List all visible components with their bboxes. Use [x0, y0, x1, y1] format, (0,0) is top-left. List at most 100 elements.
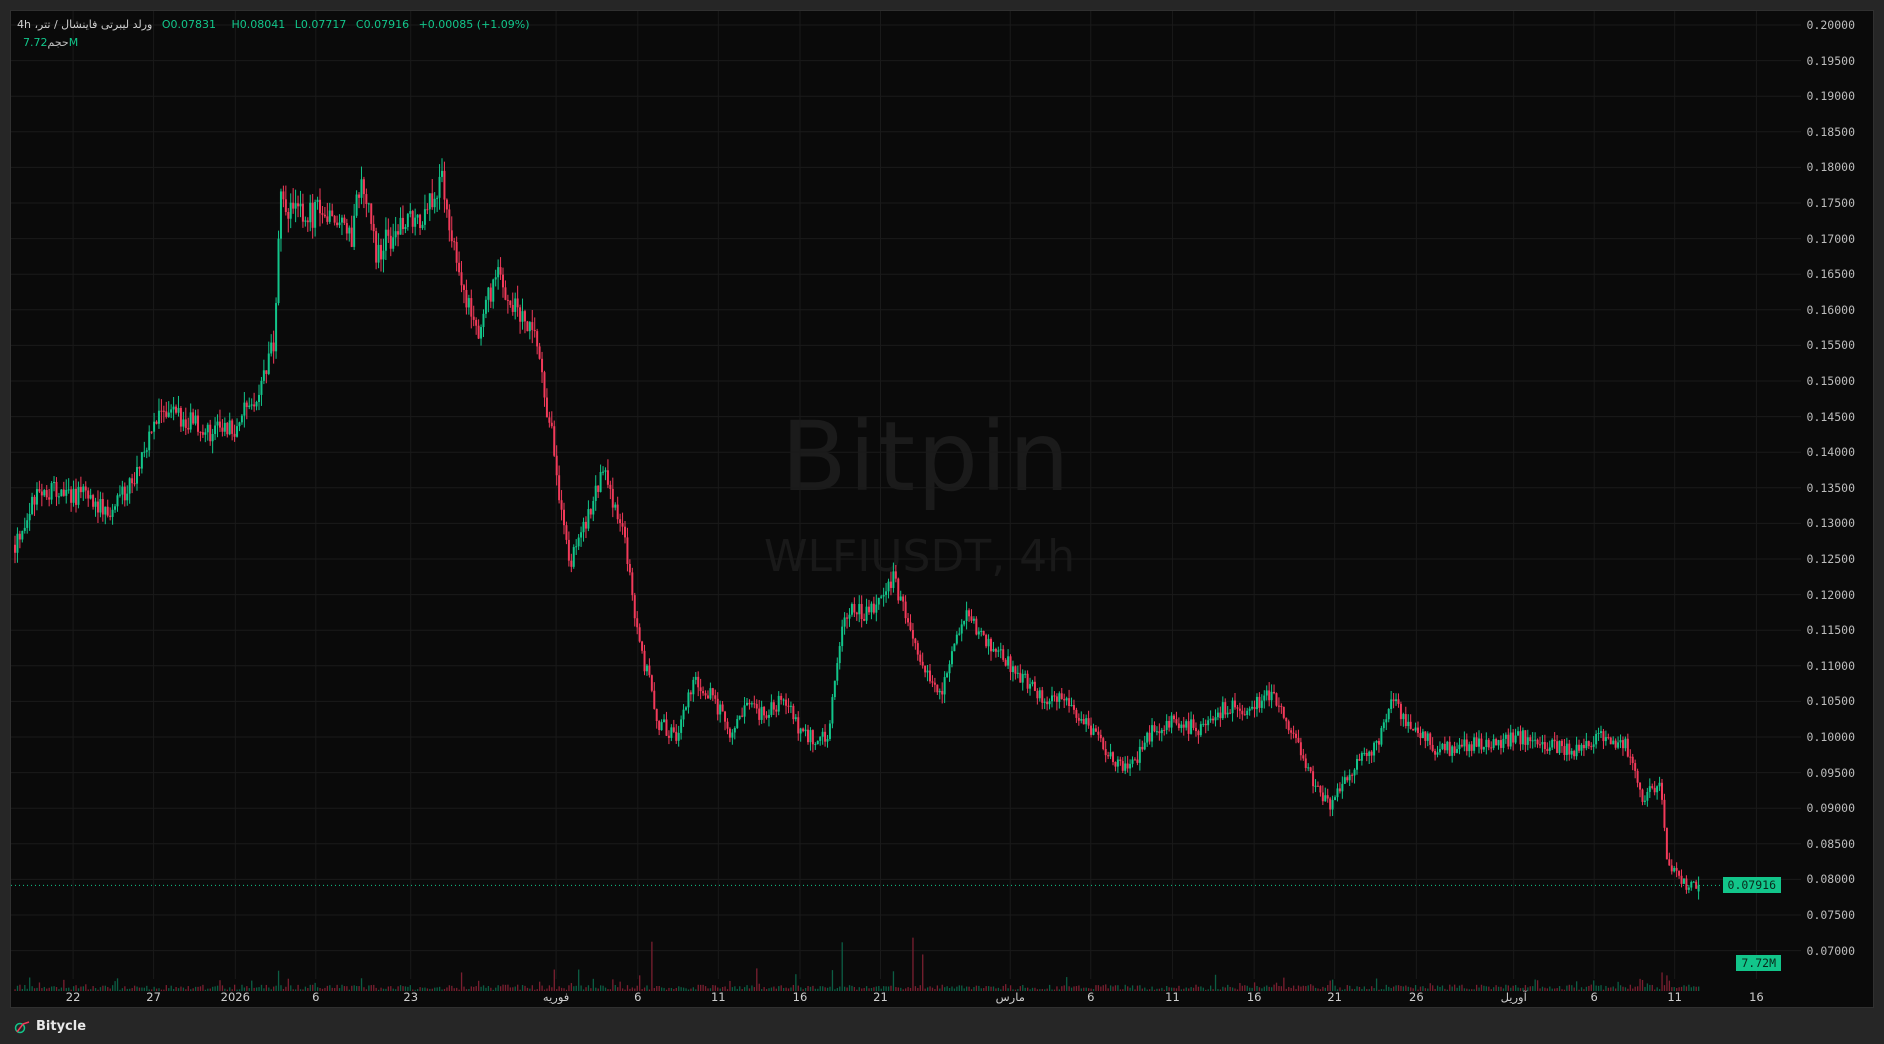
candle-body [1229, 712, 1232, 714]
volume-bar [1195, 984, 1197, 991]
volume-bar [624, 989, 626, 991]
candle-body [1163, 729, 1166, 731]
candle-body [787, 705, 790, 707]
price-tick-label: 0.16500 [1806, 267, 1855, 282]
time-tick-label: 11 [1165, 990, 1180, 1004]
price-tick-label: 0.08500 [1806, 836, 1855, 851]
volume-bar [565, 989, 568, 991]
volume-bar [1668, 980, 1671, 991]
candle-body [1358, 759, 1361, 761]
volume-bar [1532, 986, 1534, 991]
price-tick-label: 0.14500 [1806, 409, 1855, 424]
volume-bar [543, 989, 546, 991]
candle-body [118, 494, 121, 496]
candlestick-chart[interactable] [11, 11, 1874, 1008]
candle-body [1173, 715, 1175, 720]
volume-bar [824, 987, 826, 991]
volume-bar [99, 987, 102, 991]
candle-body [38, 489, 41, 492]
volume-bar [451, 985, 453, 991]
candle-body [1041, 690, 1044, 703]
volume-bar [153, 986, 155, 991]
volume-bar [1576, 981, 1578, 991]
candle-body [472, 316, 475, 320]
candle-body [1453, 746, 1456, 753]
candle-body [458, 262, 461, 273]
volume-bar [865, 986, 868, 991]
candle-body [1375, 740, 1378, 743]
chart-panel[interactable]: Bitpin WLFIUSDT, 4h ورلد لیبرتی فاینشال … [10, 10, 1874, 1008]
volume-bar [204, 989, 207, 991]
candle-body [153, 421, 156, 432]
candle-body [109, 515, 112, 517]
volume-bar [1519, 988, 1522, 991]
volume-bar [495, 987, 497, 991]
volume-bar [717, 987, 719, 991]
volume-bar [1495, 985, 1497, 991]
volume-bar [421, 987, 424, 991]
volume-bar [507, 984, 509, 991]
candle-body [1470, 744, 1473, 751]
brand-logo[interactable]: Bitycle [14, 1019, 86, 1034]
candle-body [1548, 747, 1551, 752]
candle-body [497, 267, 500, 278]
candle-body [345, 223, 348, 234]
candle-body [1275, 693, 1278, 706]
volume-bar [143, 987, 146, 991]
volume-bar [341, 984, 343, 991]
volume-bar [980, 988, 982, 991]
candle-body [314, 201, 317, 228]
candle-body [1299, 742, 1302, 756]
candle-body [1412, 728, 1415, 731]
time-tick-label: 16 [1749, 990, 1764, 1004]
volume-bar [1368, 989, 1370, 991]
candle-body [1255, 696, 1258, 710]
candle-body [1443, 743, 1446, 751]
candle-body [1636, 770, 1639, 783]
candle-body [484, 299, 487, 314]
candle-body [1236, 707, 1239, 709]
candle-body [1146, 732, 1149, 743]
volume-bar [604, 987, 607, 991]
volume-bar [109, 988, 111, 991]
candle-body [421, 224, 424, 229]
candle-body [1604, 737, 1607, 742]
candle-body [204, 432, 207, 435]
candle-body [1058, 693, 1061, 702]
candle-body [941, 690, 944, 695]
volume-bar [1000, 989, 1002, 991]
volume-bar [1173, 987, 1175, 991]
candle-body [1119, 759, 1122, 762]
candle-body [1534, 739, 1537, 741]
volume-bar [1271, 987, 1273, 991]
candle-body [1199, 724, 1202, 736]
volume-bar [704, 986, 707, 991]
volume-bar [90, 989, 92, 991]
symbol-label[interactable]: ورلد لیبرتی فاینشال / تتر، 4h [17, 18, 153, 31]
candle-body [1651, 786, 1654, 788]
price-tick-label: 0.12000 [1806, 587, 1855, 602]
volume-bar [1268, 986, 1270, 991]
candle-body [428, 193, 431, 210]
candle-body [1170, 715, 1173, 728]
candle-body [1238, 708, 1241, 711]
candle-body [1212, 718, 1215, 721]
volume-bar [148, 989, 150, 991]
volume-bar [809, 986, 812, 991]
volume-bar [1695, 986, 1697, 991]
volume-bar [1568, 984, 1570, 991]
candle-body [301, 203, 304, 222]
candle-body [1661, 782, 1663, 800]
volume-bar [687, 989, 690, 991]
volume-bar [414, 989, 416, 991]
volume-bar [539, 981, 541, 991]
volume-bar [80, 986, 82, 991]
candle-body [1143, 742, 1146, 750]
volume-bar [578, 969, 580, 991]
candle-body [1219, 712, 1222, 719]
volume-bar [33, 988, 36, 991]
volume-bar [70, 989, 72, 991]
volume-bar [939, 988, 941, 991]
candle-body [228, 420, 231, 435]
candle-body [685, 707, 687, 710]
